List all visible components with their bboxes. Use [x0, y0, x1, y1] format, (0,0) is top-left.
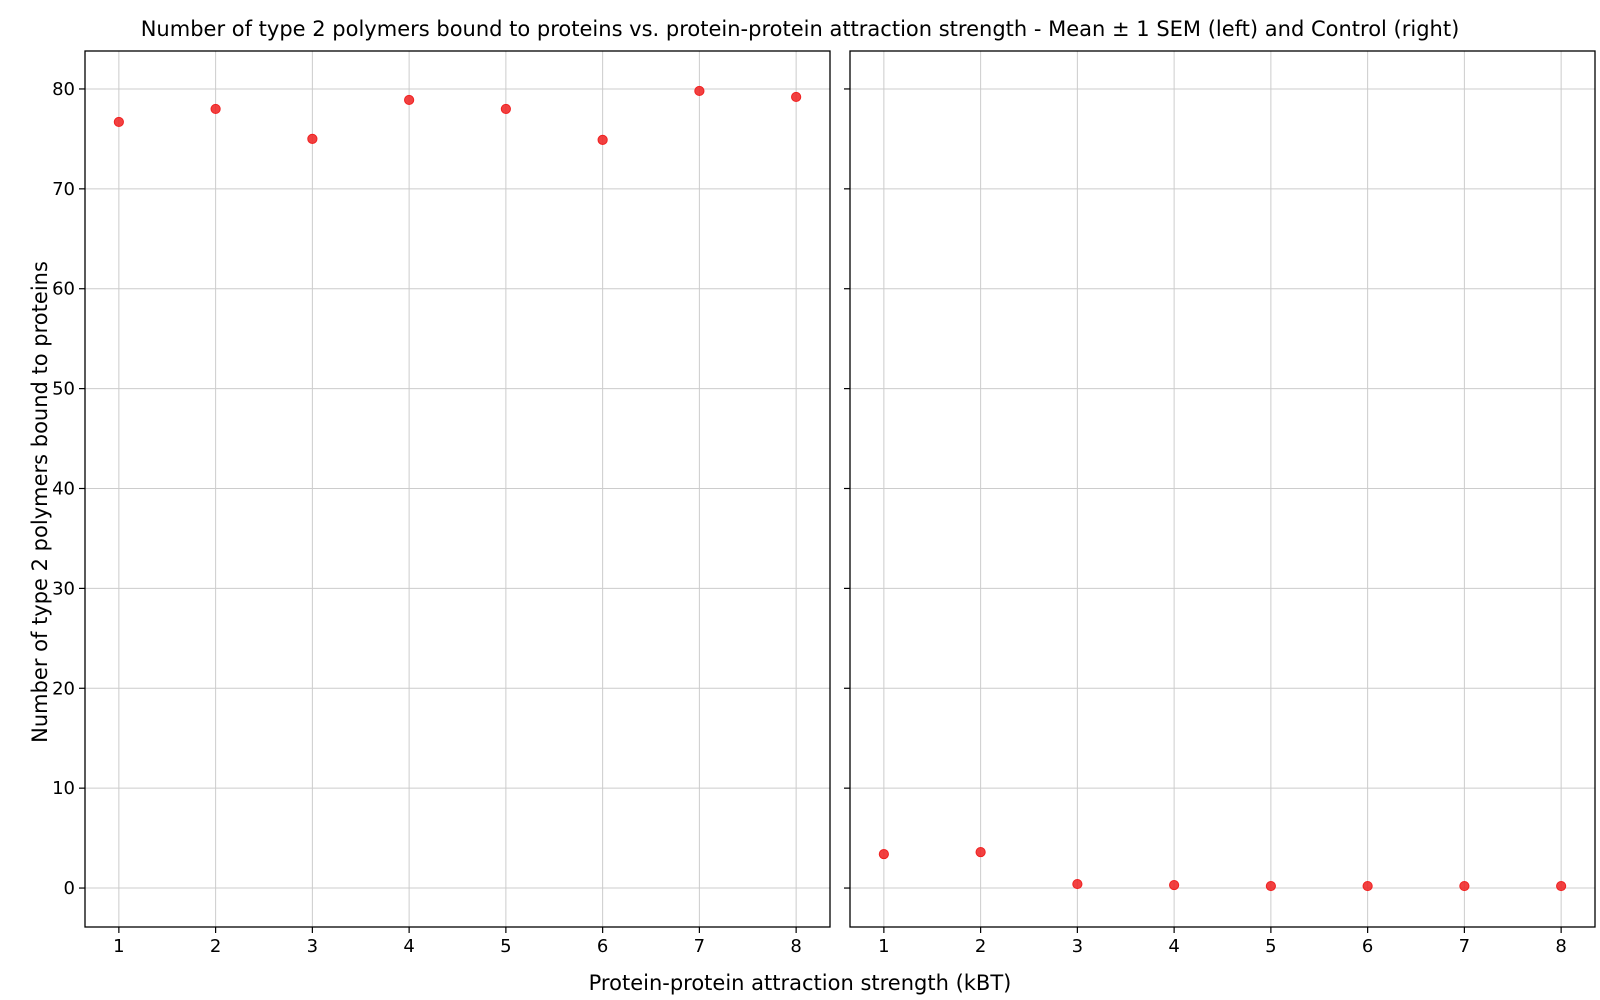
- data-point: [791, 91, 802, 103]
- data-point: [1556, 880, 1567, 892]
- data-point: [878, 848, 889, 860]
- data-point: [694, 85, 705, 97]
- data-point: [1072, 878, 1083, 890]
- data-point: [210, 103, 221, 115]
- y-tick-label: 40: [52, 479, 75, 500]
- x-axis-title: Protein-protein attraction strength (kBT…: [589, 971, 1012, 995]
- x-tick-label: 3: [307, 936, 318, 957]
- panel-right: 1 2 3 4 5 6 7 8: [844, 50, 1596, 957]
- y-tick-label: 60: [52, 279, 75, 300]
- x-tick-label: 5: [500, 936, 511, 957]
- y-tick-label: 80: [52, 79, 75, 100]
- data-point: [1169, 879, 1180, 891]
- x-tick-label: 6: [597, 936, 608, 957]
- data-point: [500, 103, 511, 115]
- data-point: [404, 94, 415, 106]
- x-tick-label: 6: [1362, 936, 1373, 957]
- x-tick-label: 8: [790, 936, 801, 957]
- x-tick-label: 2: [210, 936, 221, 957]
- y-tick-label: 30: [52, 578, 75, 599]
- data-point: [113, 116, 124, 128]
- data-point: [1265, 880, 1276, 892]
- chart-title: Number of type 2 polymers bound to prote…: [141, 17, 1460, 41]
- data-point: [1459, 880, 1470, 892]
- x-tick-label: 4: [1168, 936, 1179, 957]
- x-tick-label: 7: [1459, 936, 1470, 957]
- y-tick-label: 0: [64, 878, 75, 899]
- x-tick-label: 8: [1555, 936, 1566, 957]
- x-tick-label: 5: [1265, 936, 1276, 957]
- y-tick-label: 10: [52, 778, 75, 799]
- data-point: [1362, 880, 1373, 892]
- y-tick-label: 20: [52, 678, 75, 699]
- y-tick-label: 70: [52, 179, 75, 200]
- x-tick-label: 7: [694, 936, 705, 957]
- x-tick-label: 4: [403, 936, 414, 957]
- y-tick-label: 50: [52, 379, 75, 400]
- data-point: [307, 133, 318, 144]
- data-point: [975, 846, 986, 858]
- x-tick-label: 2: [975, 936, 986, 957]
- x-tick-label: 1: [113, 936, 124, 957]
- x-tick-label: 3: [1072, 936, 1083, 957]
- data-point: [597, 134, 608, 145]
- y-axis-title: Number of type 2 polymers bound to prote…: [28, 261, 52, 743]
- x-tick-label: 1: [878, 936, 889, 957]
